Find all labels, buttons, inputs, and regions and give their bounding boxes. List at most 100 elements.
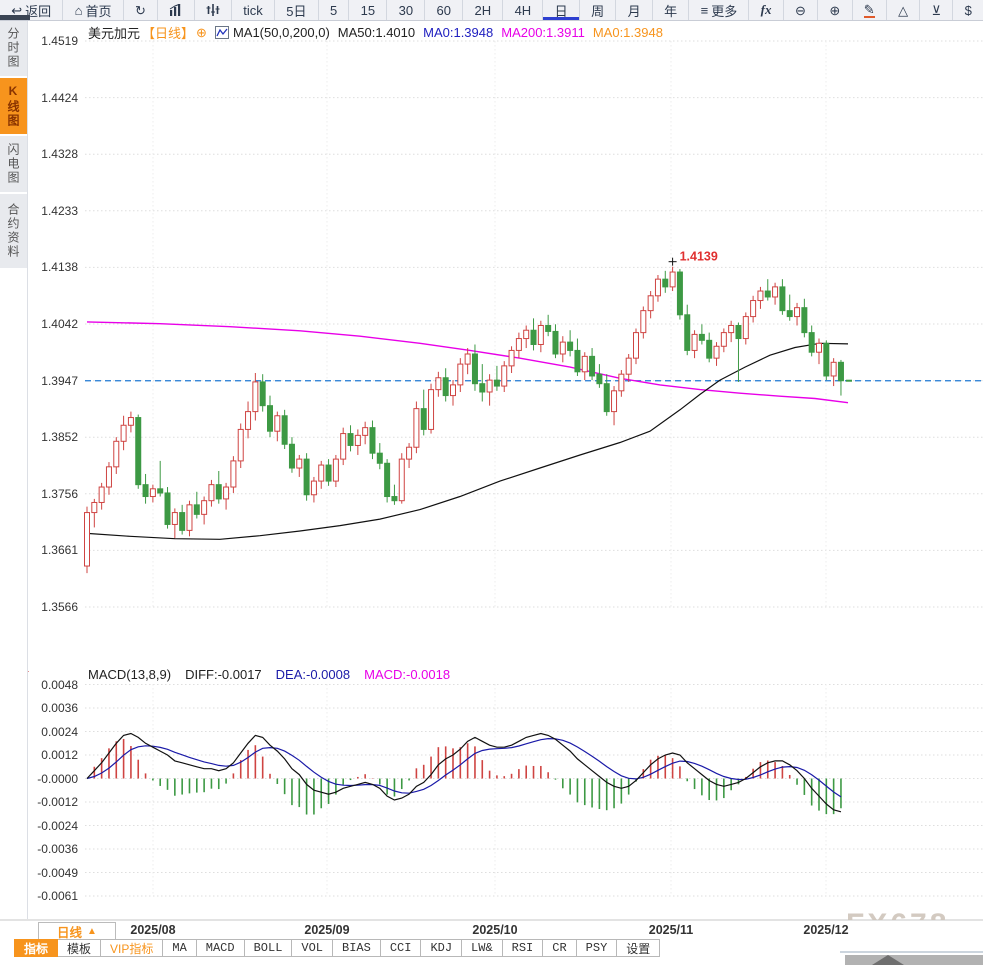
ind-vol[interactable]: VOL	[292, 939, 334, 957]
x-axis-row: 日线 ▲ 2025/08 2025/09 2025/10 2025/11 2025/12	[0, 920, 983, 940]
sheet-divider	[840, 951, 983, 953]
macd-header: MACD(13,8,9) DIFF:-0.0017 DEA:-0.0008 MA…	[88, 667, 450, 682]
bar-chart-icon	[170, 4, 181, 16]
toolbar-label: 年	[664, 3, 678, 19]
fx-icon: fx	[760, 2, 772, 17]
toolbar-label: 5	[329, 2, 338, 18]
peak-price-annotation: 1.4139	[680, 250, 718, 264]
shape-triangle-button[interactable]: △	[887, 0, 921, 20]
refresh-button[interactable]: ↻	[124, 0, 159, 20]
ind-macd[interactable]: MACD	[196, 939, 245, 957]
v-underline-icon: ⊻	[931, 2, 942, 18]
ind-lw[interactable]: LW&	[462, 939, 503, 957]
toolbar-label: 日	[554, 3, 568, 19]
ind-rsi[interactable]: RSI	[502, 939, 544, 957]
currency-button[interactable]: $	[953, 0, 983, 20]
back-button[interactable]: ↩ 返回	[0, 0, 64, 20]
period-60min-tab[interactable]: 60	[425, 0, 464, 20]
y-axis-label: 0.0036	[41, 701, 78, 715]
home-button[interactable]: ⌂ 首页	[63, 0, 124, 20]
x-axis-date-label: 2025/11	[648, 923, 694, 937]
period-15min-tab[interactable]: 15	[349, 0, 388, 20]
macd-dea-value: DEA:-0.0008	[275, 667, 351, 682]
y-axis-label: 1.3947	[41, 373, 78, 388]
indicator-bar: 指标 模板 VIP指标 MA MACD BOLL VOL BIAS CCI KDJ LW& RSI CR…	[14, 939, 661, 957]
period-month-tab[interactable]: 月	[616, 0, 653, 20]
toolbar-label: tick	[243, 2, 263, 18]
refresh-icon: ↻	[134, 2, 146, 18]
ma-settings: MA1(50,0,200,0)	[232, 25, 330, 40]
period-tick-tab[interactable]: tick	[232, 0, 276, 20]
y-axis-label: 1.3661	[41, 543, 78, 558]
macd-title: MACD(13,8,9)	[88, 667, 172, 682]
more-button[interactable]: ≡ 更多	[689, 0, 750, 20]
line-tool-button[interactable]: ⊻	[920, 0, 954, 20]
ma200-value: MA200:1.3911	[501, 25, 585, 40]
settings-tab[interactable]: 设置	[617, 939, 661, 957]
candle-chart-button[interactable]	[195, 0, 233, 20]
sidebar-tab-lightning[interactable]: 闪电图	[0, 136, 27, 192]
period-up-arrow-icon: ▲	[87, 925, 97, 937]
period-4h-tab[interactable]: 4H	[503, 0, 544, 20]
draw-pencil-button[interactable]: ✎	[853, 0, 887, 20]
x-axis-date-label: 2025/08	[130, 923, 176, 937]
ind-psy[interactable]: PSY	[576, 939, 618, 957]
ind-cr[interactable]: CR	[543, 939, 577, 957]
ma50-value: MA50:1.4010	[337, 25, 416, 40]
ind-boll[interactable]: BOLL	[244, 939, 293, 957]
ind-bias[interactable]: BIAS	[333, 939, 381, 957]
pencil-icon: ✎	[863, 1, 875, 18]
ind-kdj[interactable]: KDJ	[421, 939, 463, 957]
y-axis-label: 1.4328	[41, 147, 78, 162]
period-30min-tab[interactable]: 30	[387, 0, 426, 20]
period-5min-tab[interactable]: 5	[319, 0, 350, 20]
ind-cci[interactable]: CCI	[380, 939, 422, 957]
sidebar-tab-kline[interactable]: K线图	[0, 78, 27, 134]
period-week-tab[interactable]: 周	[580, 0, 617, 20]
period-5day-tab[interactable]: 5日	[275, 0, 319, 20]
vip-indicator-tab[interactable]: VIP指标	[101, 939, 164, 957]
toolbar-label: 2H	[474, 2, 492, 18]
x-axis-date-label: 2025/09	[304, 923, 350, 937]
y-axis-label: 0.0048	[41, 677, 78, 692]
corner-strip	[0, 15, 30, 20]
period-2h-tab[interactable]: 2H	[463, 0, 504, 20]
toolbar-label: 30	[398, 2, 414, 18]
zoom-out-button[interactable]: ⊖	[784, 0, 819, 20]
period-day-tab[interactable]: 日	[543, 0, 580, 20]
sidebar-tab-contract-info[interactable]: 合约资料	[0, 194, 27, 268]
add-indicator-icon[interactable]: ⊕	[196, 24, 207, 40]
toolbar-label: 15	[360, 2, 376, 18]
period-tag: 【日线】	[142, 26, 195, 41]
zoom-in-button[interactable]: ⊕	[818, 0, 853, 20]
y-axis-label: -0.0036	[37, 842, 78, 856]
y-axis-label: -0.0061	[37, 889, 78, 903]
indicator-formula-button[interactable]: fx	[749, 0, 784, 20]
template-tab[interactable]: 模板	[58, 939, 102, 957]
period-selector[interactable]: 日线 ▲	[38, 922, 116, 940]
sidebar-tab-timeshare[interactable]: 分时图	[0, 20, 27, 76]
toolbar-label: 首页	[85, 3, 112, 19]
candlestick-icon	[206, 4, 220, 16]
volume-bars-chart-button[interactable]	[158, 0, 195, 20]
menu-icon: ≡	[700, 2, 709, 18]
y-axis-label: 1.4233	[41, 203, 78, 218]
macd-macd-value: MACD:-0.0018	[364, 667, 451, 682]
toolbar-label: 返回	[25, 3, 52, 19]
sheet-up-arrow-icon	[872, 955, 904, 965]
y-axis-label: 1.4138	[41, 260, 78, 275]
ind-ma[interactable]: MA	[163, 939, 197, 957]
ma0-orange-value: MA0:1.3948	[592, 25, 663, 40]
period-year-tab[interactable]: 年	[653, 0, 690, 20]
y-axis-label: 1.3756	[41, 486, 78, 501]
toolbar-label: 5日	[286, 3, 307, 19]
back-icon: ↩	[11, 2, 23, 18]
chart-header: 美元加元 【日线】 ⊕ MA1(50,0,200,0) MA50:1.4010 MA…	[88, 23, 663, 42]
toolbar-label: 更多	[711, 3, 738, 19]
toolbar-label: 4H	[514, 2, 532, 18]
x-axis-date-label: 2025/10	[472, 923, 518, 937]
ma-indicator-icon	[214, 26, 229, 39]
bottom-sheet-handle[interactable]	[845, 955, 983, 965]
indicator-tab[interactable]: 指标	[14, 939, 59, 957]
